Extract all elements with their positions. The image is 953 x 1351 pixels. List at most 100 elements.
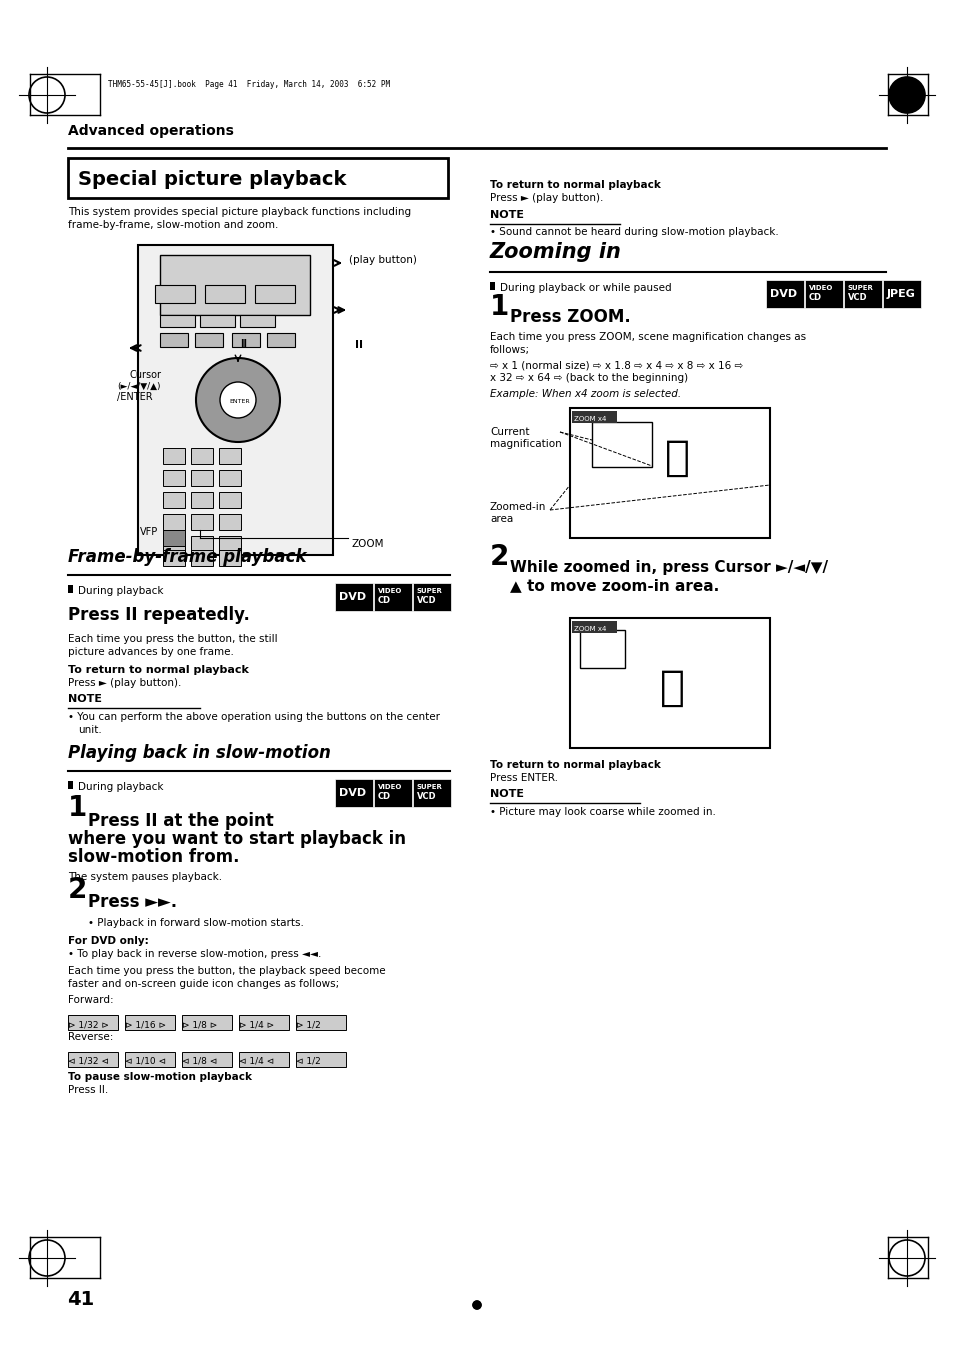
- Bar: [163, 536, 185, 553]
- Bar: [572, 621, 617, 634]
- Text: To return to normal playback: To return to normal playback: [68, 665, 249, 676]
- Text: follows;: follows;: [490, 345, 530, 355]
- Bar: [804, 280, 842, 308]
- Text: ZOOM: ZOOM: [352, 539, 384, 549]
- Text: Advanced operations: Advanced operations: [68, 124, 233, 138]
- Bar: [239, 1052, 289, 1067]
- Text: SUPER: SUPER: [847, 285, 873, 290]
- Text: ⊳ 1/4 ⊳: ⊳ 1/4 ⊳: [239, 1020, 274, 1029]
- Text: • Playback in forward slow-motion starts.: • Playback in forward slow-motion starts…: [88, 917, 304, 928]
- Text: This system provides special picture playback functions including: This system provides special picture pla…: [68, 207, 411, 218]
- Text: SUPER: SUPER: [416, 588, 442, 594]
- Text: ENTER: ENTER: [229, 399, 250, 404]
- Text: 1: 1: [490, 293, 509, 322]
- Circle shape: [896, 1248, 916, 1269]
- Text: ⊲ 1/4 ⊲: ⊲ 1/4 ⊲: [239, 1056, 274, 1066]
- Bar: [843, 280, 882, 308]
- Text: Reverse:: Reverse:: [68, 1032, 113, 1042]
- Text: ⊳ 1/16 ⊳: ⊳ 1/16 ⊳: [125, 1020, 166, 1029]
- Bar: [765, 280, 803, 308]
- Circle shape: [888, 77, 924, 113]
- Text: ⇨ x 1 (normal size) ⇨ x 1.8 ⇨ x 4 ⇨ x 8 ⇨ x 16 ⇨: ⇨ x 1 (normal size) ⇨ x 1.8 ⇨ x 4 ⇨ x 8 …: [490, 359, 742, 370]
- Bar: [295, 1052, 346, 1067]
- Text: unit.: unit.: [78, 725, 102, 735]
- Bar: [572, 411, 617, 423]
- Circle shape: [473, 1301, 480, 1309]
- Text: ▲ to move zoom-in area.: ▲ to move zoom-in area.: [510, 578, 719, 593]
- Bar: [191, 492, 213, 508]
- Bar: [138, 245, 333, 555]
- Text: During playback: During playback: [78, 782, 163, 792]
- Text: CD: CD: [377, 596, 391, 605]
- Bar: [205, 285, 245, 303]
- Bar: [592, 422, 651, 467]
- Text: Press ► (play button).: Press ► (play button).: [68, 678, 181, 688]
- Text: ⊲ 1/8 ⊲: ⊲ 1/8 ⊲: [182, 1056, 217, 1066]
- Bar: [125, 1015, 174, 1029]
- Bar: [194, 332, 223, 347]
- Text: Frame-by-frame playback: Frame-by-frame playback: [68, 549, 306, 566]
- Text: VIDEO: VIDEO: [377, 588, 402, 594]
- Bar: [68, 585, 73, 593]
- Bar: [154, 285, 194, 303]
- Text: JPEG: JPEG: [886, 289, 915, 299]
- Bar: [160, 315, 194, 327]
- Text: Press ►►.: Press ►►.: [88, 893, 177, 911]
- Text: Cursor: Cursor: [130, 370, 162, 380]
- Bar: [413, 780, 451, 807]
- Text: Press II.: Press II.: [68, 1085, 108, 1096]
- Text: CD: CD: [377, 792, 391, 801]
- Circle shape: [195, 358, 280, 442]
- Text: 41: 41: [67, 1290, 94, 1309]
- Bar: [295, 1015, 346, 1029]
- Bar: [163, 550, 185, 566]
- Text: DVD: DVD: [338, 592, 366, 603]
- Bar: [569, 617, 769, 748]
- Text: faster and on-screen guide icon changes as follows;: faster and on-screen guide icon changes …: [68, 979, 339, 989]
- Bar: [335, 584, 373, 611]
- Bar: [219, 470, 241, 486]
- Text: Special picture playback: Special picture playback: [78, 170, 346, 189]
- Text: SUPER: SUPER: [416, 784, 442, 790]
- Text: ZOOM x4: ZOOM x4: [574, 626, 606, 632]
- Text: Press ZOOM.: Press ZOOM.: [510, 308, 630, 326]
- Text: 2: 2: [490, 543, 509, 571]
- Text: (play button): (play button): [349, 255, 416, 265]
- Circle shape: [37, 1248, 57, 1269]
- Bar: [191, 550, 213, 566]
- Text: THM65-55-45[J].book  Page 41  Friday, March 14, 2003  6:52 PM: THM65-55-45[J].book Page 41 Friday, Marc…: [108, 80, 390, 89]
- Text: • Sound cannot be heard during slow-motion playback.: • Sound cannot be heard during slow-moti…: [490, 227, 778, 236]
- Bar: [163, 513, 185, 530]
- Bar: [579, 630, 624, 667]
- Text: NOTE: NOTE: [490, 209, 523, 220]
- Text: Playing back in slow-motion: Playing back in slow-motion: [68, 744, 331, 762]
- Text: Example: When x4 zoom is selected.: Example: When x4 zoom is selected.: [490, 389, 680, 399]
- Bar: [68, 1052, 118, 1067]
- Bar: [182, 1052, 232, 1067]
- Text: Each time you press the button, the still: Each time you press the button, the stil…: [68, 634, 277, 644]
- Text: frame-by-frame, slow-motion and zoom.: frame-by-frame, slow-motion and zoom.: [68, 220, 278, 230]
- Text: DVD: DVD: [338, 788, 366, 798]
- Bar: [413, 584, 451, 611]
- Bar: [374, 780, 412, 807]
- Text: II: II: [355, 340, 363, 350]
- Text: DVD: DVD: [769, 289, 797, 299]
- Text: NOTE: NOTE: [68, 694, 102, 704]
- Bar: [374, 584, 412, 611]
- Bar: [68, 158, 448, 199]
- Bar: [239, 1015, 289, 1029]
- Text: magnification: magnification: [490, 439, 561, 449]
- Text: 🌂: 🌂: [659, 667, 684, 709]
- Bar: [182, 1015, 232, 1029]
- Bar: [219, 550, 241, 566]
- Bar: [191, 449, 213, 463]
- Text: ⊲ 1/32 ⊲: ⊲ 1/32 ⊲: [68, 1056, 109, 1066]
- Text: VCD: VCD: [416, 792, 436, 801]
- Text: slow-motion from.: slow-motion from.: [68, 848, 239, 866]
- Bar: [125, 1052, 174, 1067]
- Text: VCD: VCD: [847, 293, 866, 303]
- Text: ⊳ 1/8 ⊳: ⊳ 1/8 ⊳: [182, 1020, 217, 1029]
- Text: Press ► (play button).: Press ► (play button).: [490, 193, 602, 203]
- Text: ⊳ 1/32 ⊳: ⊳ 1/32 ⊳: [68, 1020, 109, 1029]
- Text: VCD: VCD: [416, 596, 436, 605]
